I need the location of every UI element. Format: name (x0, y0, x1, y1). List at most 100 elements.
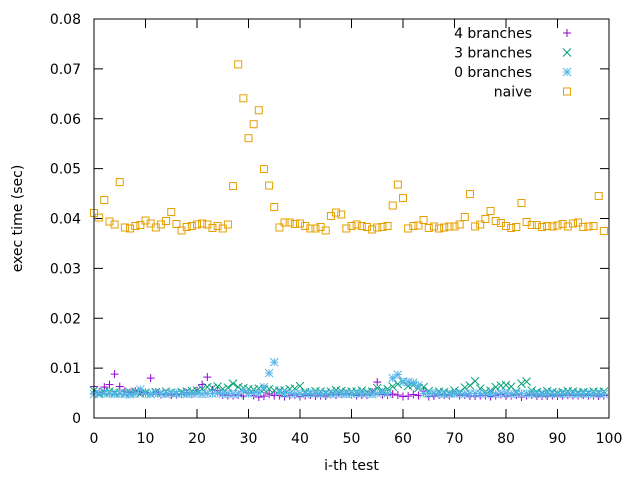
data-point (532, 220, 541, 229)
data-point (295, 381, 305, 391)
data-point (548, 222, 557, 231)
data-point (388, 201, 397, 210)
data-point (105, 380, 114, 389)
y-tick-label: 0.02 (50, 311, 81, 327)
y-tick-label: 0.05 (50, 162, 81, 178)
data-point (296, 219, 304, 228)
data-point (440, 223, 449, 232)
data-point (445, 222, 454, 231)
data-point (321, 226, 330, 235)
y-tick-label: 0.04 (50, 212, 81, 228)
legend-entry: 0 branches (454, 65, 572, 81)
data-point (419, 215, 428, 224)
data-point (527, 220, 536, 229)
data-point (558, 219, 567, 228)
data-point (496, 218, 505, 227)
data-point (393, 379, 403, 389)
data-point (372, 389, 382, 398)
data-point (522, 217, 531, 226)
data-points (89, 60, 609, 402)
data-point (373, 223, 382, 232)
data-point (264, 384, 274, 394)
data-point (501, 388, 511, 398)
data-point (574, 218, 583, 227)
data-point (229, 182, 238, 191)
data-point (388, 382, 398, 391)
data-point (337, 210, 346, 219)
data-point (125, 390, 135, 399)
x-tick-label: 30 (240, 431, 258, 447)
data-point (435, 224, 444, 233)
data-point (172, 219, 181, 228)
data-point (409, 221, 418, 230)
y-tick-label: 0.08 (50, 12, 81, 28)
x-tick-labels: 0 10 20 30 40 50 60 70 80 90 100 (90, 431, 623, 447)
data-point (450, 222, 459, 231)
x-tick-label: 20 (188, 431, 206, 447)
data-point (259, 382, 269, 392)
data-point (589, 221, 598, 230)
data-point (141, 216, 150, 225)
data-point (584, 222, 593, 231)
data-point (265, 390, 274, 399)
data-point (501, 380, 511, 390)
data-point (362, 222, 371, 231)
data-point (223, 220, 232, 229)
y-tick-label: 0 (72, 411, 81, 427)
data-point (579, 222, 588, 231)
data-point (120, 223, 129, 232)
y-tick-label: 0.06 (50, 112, 81, 128)
data-point (502, 221, 510, 230)
data-point (424, 223, 433, 232)
data-point (543, 221, 552, 230)
data-point (115, 382, 124, 391)
x-tick-label: 70 (446, 431, 464, 447)
x-tick-label: 80 (497, 431, 515, 447)
data-point (269, 357, 279, 367)
legend-label: naive (494, 85, 532, 101)
data-point (512, 222, 521, 231)
data-point (491, 382, 501, 392)
data-point (239, 94, 248, 103)
data-point (332, 208, 341, 217)
series-star (89, 357, 609, 399)
data-point (249, 120, 258, 129)
data-point (599, 389, 609, 399)
data-point (275, 223, 284, 232)
legend-marker (563, 87, 571, 96)
legend-entry: naive (494, 85, 571, 101)
legend-marker (562, 67, 572, 77)
data-point (393, 391, 402, 400)
legend-marker (563, 29, 571, 37)
data-point (105, 217, 114, 226)
x-tick-label: 50 (343, 431, 361, 447)
y-tick-label: 0.07 (50, 62, 81, 78)
x-tick-label: 100 (596, 431, 623, 447)
data-point (342, 224, 351, 233)
data-point (265, 181, 274, 190)
legend: 4 branches 3 branches 0 branches naive (454, 26, 572, 101)
plot-frame (93, 18, 610, 419)
data-point (553, 221, 562, 230)
data-point (419, 382, 428, 392)
data-point (347, 221, 356, 230)
data-point (285, 218, 294, 227)
data-point (414, 221, 423, 230)
data-point (471, 222, 480, 231)
data-point (368, 225, 377, 234)
data-point (228, 379, 238, 388)
y-tick-label: 0.03 (50, 261, 81, 277)
data-point (136, 220, 145, 229)
data-point (517, 199, 526, 208)
data-point (198, 219, 207, 228)
series-square (90, 60, 608, 235)
data-point (399, 194, 407, 203)
data-point (357, 221, 366, 230)
legend-label: 3 branches (454, 46, 532, 62)
y-tick-labels: 0 0.01 0.02 0.03 0.04 0.05 0.06 0.07 0.08 (50, 12, 81, 427)
data-point (507, 223, 516, 232)
data-point (95, 213, 104, 222)
data-point (491, 216, 500, 225)
data-point (455, 220, 464, 229)
data-point (280, 218, 289, 227)
